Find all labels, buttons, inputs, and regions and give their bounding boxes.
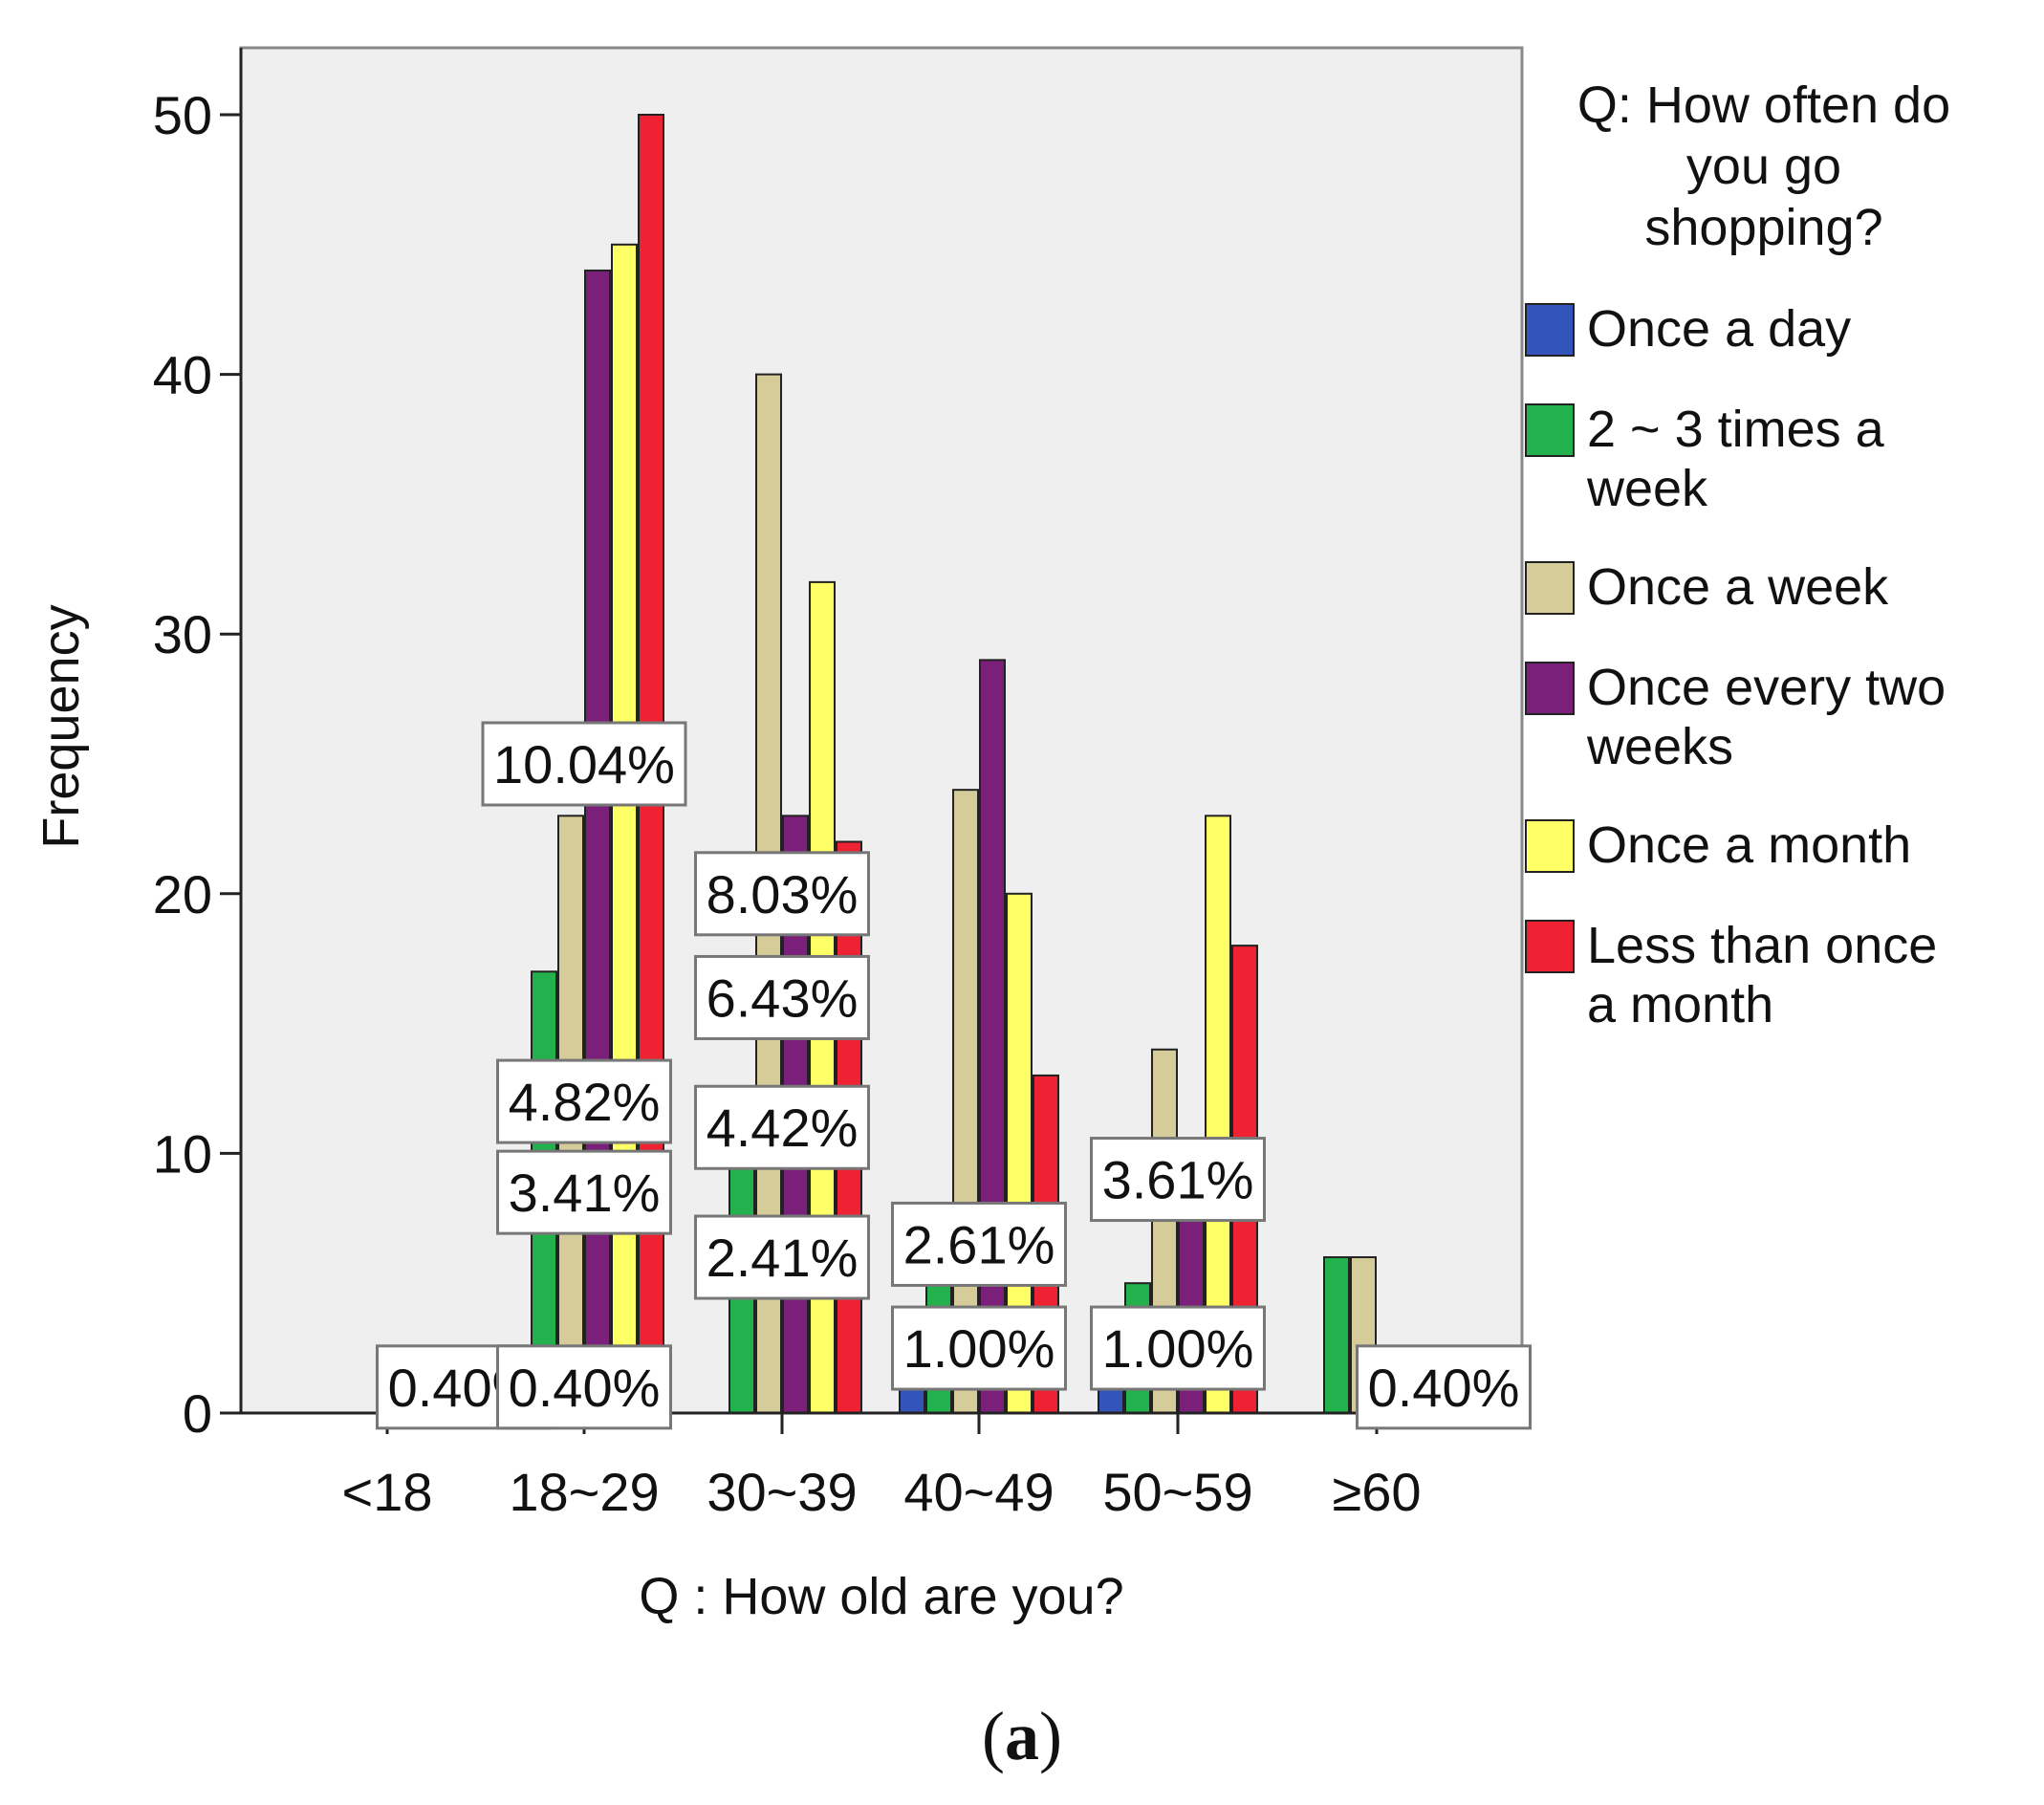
percent-annotation-text: 3.41%: [509, 1163, 661, 1223]
caption-open: (: [982, 1698, 1005, 1774]
plot-area: [239, 46, 1524, 1415]
percent-annotation-box: [496, 1149, 672, 1235]
x-axis-label: Q : How old are you?: [639, 1568, 1123, 1625]
x-tick-label: ≥60: [1332, 1462, 1421, 1522]
percent-annotation: 10.04%: [481, 721, 687, 807]
legend-label: Once a week: [1587, 558, 1889, 616]
percent-annotation: 1.00%: [891, 1305, 1067, 1391]
y-tick-label: 50: [153, 85, 212, 145]
legend-title-line: you go: [1686, 138, 1841, 195]
caption-close: ): [1039, 1698, 1062, 1774]
percent-annotation-text: 4.42%: [707, 1098, 859, 1158]
y-tick-label: 10: [153, 1123, 212, 1184]
legend-title-line: shopping?: [1644, 199, 1882, 256]
legend-label: Once a month: [1587, 816, 1911, 874]
legend-label: week: [1586, 460, 1708, 517]
percent-annotation-box: [891, 1201, 1067, 1287]
percent-annotation: 3.41%: [496, 1149, 672, 1235]
percent-annotation-box: [1090, 1137, 1266, 1223]
percent-annotation-box: [481, 721, 687, 807]
legend-swatch: [1525, 920, 1575, 973]
bar-1829-series-3: [584, 269, 611, 1415]
percent-annotation-text: 4.82%: [509, 1072, 661, 1132]
legend-label: 2 ~ 3 times a: [1587, 401, 1885, 458]
caption-letter: a: [1005, 1698, 1039, 1774]
percent-annotation-box: [891, 1305, 1067, 1391]
percent-annotation-text: 1.00%: [903, 1318, 1055, 1379]
x-tick-label: 30~39: [707, 1462, 857, 1522]
legend-swatch: [1525, 303, 1575, 357]
x-tick-label: 40~49: [903, 1462, 1054, 1522]
legend-swatch: [1525, 403, 1575, 457]
legend-label: a month: [1587, 976, 1773, 1033]
percent-annotation-text: 1.00%: [1102, 1318, 1254, 1379]
bar-1829-series-4: [611, 243, 638, 1414]
percent-annotation-box: [496, 1344, 672, 1430]
percent-annotation-box: [496, 1058, 672, 1144]
percent-annotation: 2.61%: [891, 1201, 1067, 1287]
percent-annotation-text: 6.43%: [707, 968, 859, 1028]
percent-annotation: 4.42%: [694, 1084, 870, 1170]
y-axis-label: Frequency: [33, 604, 90, 848]
legend-label: Less than once: [1587, 917, 1937, 974]
percent-annotation-text: 10.04%: [493, 734, 675, 794]
legend-label: Once a day: [1587, 300, 1851, 358]
x-tick-label: 50~59: [1102, 1462, 1252, 1522]
percent-annotation: 0.40%: [496, 1344, 672, 1430]
legend-title-line: Q: How often do: [1577, 76, 1950, 134]
percent-annotation-box: [694, 1084, 870, 1170]
bar-4049-series-0: [899, 1385, 925, 1414]
legend-label: weeks: [1586, 718, 1733, 775]
percent-annotation-box: [694, 954, 870, 1040]
percent-annotation: 4.82%: [496, 1058, 672, 1144]
legend-swatch: [1525, 819, 1575, 873]
legend-swatch: [1525, 561, 1575, 615]
percent-annotation: 0.40%: [1356, 1344, 1532, 1430]
bar-60-series-1: [1323, 1256, 1350, 1415]
percent-annotation-text: 0.40%: [509, 1358, 661, 1418]
x-tick-label: 18~29: [509, 1462, 659, 1522]
percent-annotation: 6.43%: [694, 954, 870, 1040]
percent-annotation-box: [1356, 1344, 1532, 1430]
percent-annotation: 3.61%: [1090, 1137, 1266, 1223]
y-tick-label: 0: [183, 1383, 212, 1444]
x-tick-label: <18: [342, 1462, 433, 1522]
percent-annotation: 8.03%: [694, 851, 870, 937]
y-tick-label: 40: [153, 345, 212, 405]
y-tick-label: 20: [153, 864, 212, 924]
percent-annotation-text: 2.61%: [903, 1214, 1055, 1274]
percent-annotation-text: 8.03%: [707, 864, 859, 924]
bar-5059-series-0: [1098, 1385, 1124, 1414]
percent-annotation-text: 2.41%: [707, 1228, 859, 1288]
percent-annotation-box: [694, 851, 870, 937]
percent-annotation-text: 3.61%: [1102, 1150, 1254, 1210]
y-tick-label: 30: [153, 604, 212, 664]
percent-annotation-box: [1090, 1305, 1266, 1391]
percent-annotation: 1.00%: [1090, 1305, 1266, 1391]
percent-annotation-box: [694, 1214, 870, 1300]
legend-label: Once every two: [1587, 659, 1946, 716]
legend-swatch: [1525, 662, 1575, 715]
bar-4049-series-3: [979, 659, 1006, 1414]
figure-caption: (a): [0, 1697, 2044, 1776]
percent-annotation: 2.41%: [694, 1214, 870, 1300]
percent-annotation-text: 0.40%: [1368, 1358, 1520, 1418]
